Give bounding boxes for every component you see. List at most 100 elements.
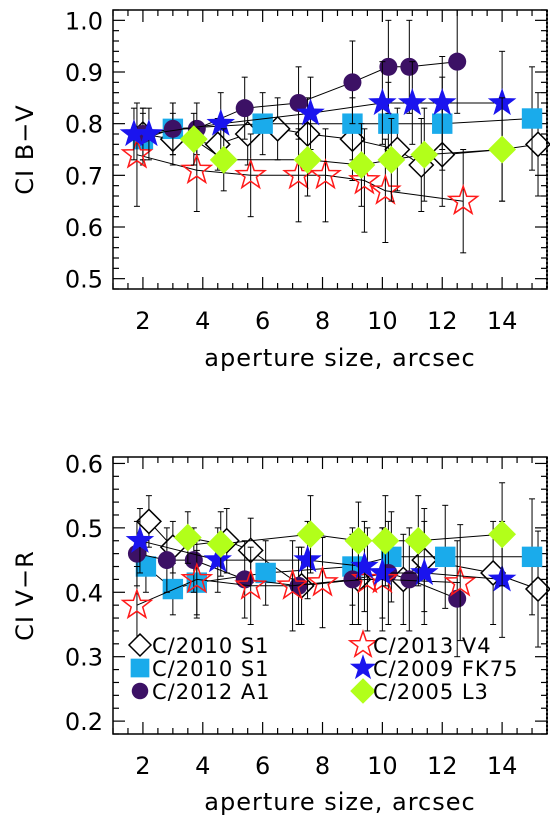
vr-color-index-panel: 2 4 6 8 10 12 14 0.2 0.3 0.4 0.5 0.6 aperture size, …: [11, 450, 550, 816]
y-tick-label: 0.9: [65, 59, 103, 87]
legend-marker: [127, 632, 153, 658]
plot-frame: [112, 456, 548, 735]
data-point: [347, 151, 376, 179]
legend-label: C/2010 S1: [152, 657, 270, 681]
data-point: [179, 125, 208, 154]
legend-label: C/2010 S1: [152, 634, 270, 658]
data-point: [255, 562, 276, 584]
series-line: [148, 521, 539, 590]
x-tick-label: 10: [367, 307, 398, 335]
series-3: [120, 102, 480, 254]
data-point: [296, 520, 325, 549]
series-4: [119, 50, 517, 161]
x-axis-title: aperture size, arcsec: [204, 344, 475, 372]
data-point: [378, 113, 399, 134]
legend-marker: [347, 628, 379, 658]
data-point: [443, 565, 477, 597]
y-tick-label: 0.4: [65, 579, 103, 607]
data-point: [293, 145, 322, 174]
data-point: [206, 530, 235, 558]
series-5: [173, 482, 517, 587]
y-tick-label: 0.8: [65, 111, 103, 139]
legend-label: C/2005 L3: [373, 680, 489, 704]
data-point: [120, 587, 154, 620]
data-point: [234, 157, 268, 190]
y-tick-label: 1.0: [65, 7, 103, 35]
x-tick-label: 6: [255, 307, 270, 335]
legend-label: C/2012 A1: [152, 680, 271, 704]
data-point: [203, 545, 232, 573]
data-point: [400, 57, 419, 76]
data-point: [398, 88, 427, 116]
data-point: [488, 135, 517, 164]
data-point: [135, 508, 162, 535]
data-point: [350, 551, 379, 579]
data-point: [157, 551, 176, 570]
legend-marker: [350, 678, 376, 704]
y-tick-label: 0.3: [65, 644, 103, 672]
data-point: [400, 570, 419, 589]
plot-frame: [112, 9, 548, 290]
data-point: [343, 73, 362, 92]
x-tick-label: 4: [195, 307, 210, 335]
data-point: [119, 119, 149, 147]
data-point: [180, 562, 214, 594]
data-point: [235, 99, 254, 118]
data-point: [368, 558, 397, 586]
x-tick-label: 14: [487, 752, 518, 780]
data-point: [234, 568, 268, 600]
legend-marker: [131, 682, 149, 700]
y-tick-label: 0.6: [65, 214, 103, 242]
data-point: [309, 157, 342, 190]
data-point: [521, 546, 543, 568]
x-axis-title: aperture size, arcsec: [204, 788, 475, 816]
data-point: [344, 526, 373, 555]
x-tick-label: 6: [255, 752, 270, 780]
data-point: [206, 108, 235, 136]
data-point: [180, 152, 214, 185]
y-tick-label: 0.6: [65, 450, 103, 478]
data-point: [404, 526, 433, 555]
data-point: [368, 173, 402, 205]
data-point: [125, 525, 155, 553]
data-point: [448, 589, 467, 608]
data-point: [428, 88, 457, 116]
data-point: [448, 52, 467, 71]
y-axis-title: CI B−V: [11, 104, 39, 194]
bv-color-index-panel: 2 4 6 8 10 12 14 0.5 0.6 0.7 0.8 0.9 1.0 aperture siz…: [11, 7, 550, 372]
y-tick-label: 0.2: [65, 708, 103, 736]
data-point: [410, 558, 439, 586]
data-point: [348, 163, 381, 195]
x-tick-label: 2: [135, 307, 150, 335]
x-tick-label: 14: [487, 307, 518, 335]
data-point: [293, 545, 322, 573]
data-point: [410, 140, 439, 169]
data-point: [435, 546, 456, 568]
data-point: [289, 94, 308, 112]
data-point: [163, 119, 182, 138]
legend-label: C/2009 FK75: [373, 657, 518, 681]
data-point: [306, 565, 339, 597]
x-tick-label: 10: [367, 752, 398, 780]
data-point: [521, 108, 543, 129]
data-point: [488, 520, 517, 549]
x-tick-label: 2: [135, 752, 150, 780]
x-tick-label: 12: [427, 752, 458, 780]
data-point: [209, 145, 238, 174]
data-point: [252, 113, 273, 134]
data-point: [379, 57, 398, 76]
data-point: [446, 183, 480, 216]
y-axis-title: CI V−R: [11, 550, 39, 641]
series-5: [179, 97, 517, 207]
legend: C/2010 S1C/2010 S1C/2012 A1C/2013 V4C/20…: [127, 628, 518, 704]
y-tick-label: 0.5: [65, 266, 103, 294]
legend-marker: [349, 654, 377, 680]
x-tick-label: 8: [315, 307, 330, 335]
data-point: [377, 145, 406, 174]
data-point: [162, 578, 184, 600]
series-line: [136, 154, 464, 202]
x-tick-label: 4: [195, 752, 210, 780]
data-point: [524, 131, 550, 158]
y-tick-label: 0.7: [65, 162, 103, 190]
